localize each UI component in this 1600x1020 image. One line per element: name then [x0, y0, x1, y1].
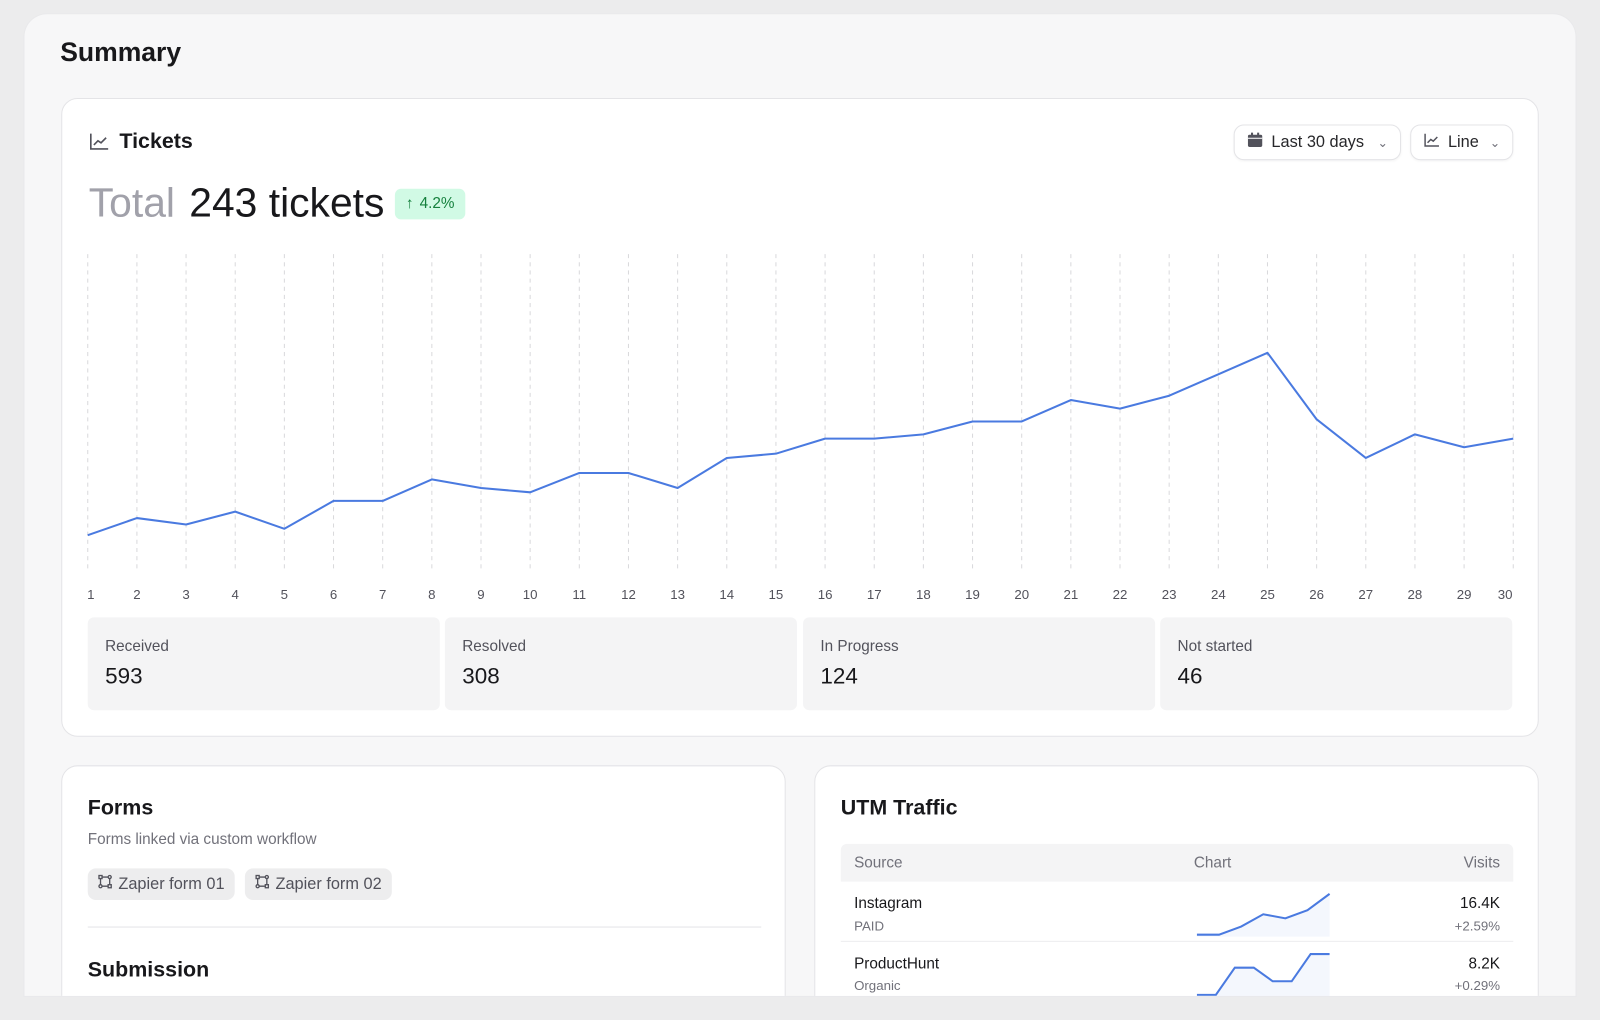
- x-tick-label: 1: [87, 587, 94, 602]
- line-chart-icon: [89, 133, 109, 156]
- x-tick-label: 26: [1309, 587, 1324, 602]
- x-tick-label: 4: [232, 587, 239, 602]
- stat-label: Received: [105, 637, 169, 656]
- utm-table-header: Source Chart Visits: [840, 843, 1514, 882]
- x-tick-label: 14: [719, 587, 734, 602]
- x-tick-label: 10: [523, 587, 538, 602]
- forms-title: Forms: [87, 795, 154, 820]
- x-tick-label: 6: [330, 587, 337, 602]
- x-tick-label: 22: [1113, 587, 1128, 602]
- x-tick-label: 30: [1498, 587, 1513, 602]
- x-tick-label: 23: [1162, 587, 1177, 602]
- change-badge: ↑ 4.2%: [394, 188, 466, 219]
- source-name: ProductHunt: [854, 955, 940, 973]
- visits-value: 8.2K: [1468, 955, 1500, 973]
- x-tick-label: 7: [379, 587, 386, 602]
- stat-value: 308: [462, 663, 500, 689]
- date-range-dropdown[interactable]: Last 30 days ⌄: [1233, 124, 1402, 161]
- x-tick-label: 27: [1358, 587, 1373, 602]
- table-row[interactable]: ProductHunt Organic 8.2K +0.29%: [841, 943, 1513, 996]
- dashboard-frame: Summary Tickets Total 243 tickets ↑ 4.2%…: [24, 14, 1576, 996]
- source-name: Instagram: [854, 894, 923, 913]
- stat-received: Received 593: [87, 617, 440, 711]
- column-source: Source: [854, 854, 903, 872]
- form-chip[interactable]: Zapier form 01: [87, 868, 235, 900]
- chevron-down-icon: ⌄: [1377, 135, 1388, 150]
- source-type: PAID: [854, 918, 885, 934]
- stat-label: In Progress: [820, 637, 899, 656]
- x-tick-label: 15: [769, 587, 784, 602]
- calendar-icon: [1247, 132, 1263, 153]
- visits-change: +0.29%: [1454, 977, 1500, 993]
- chart-type-dropdown[interactable]: Line ⌄: [1410, 124, 1514, 161]
- stat-label: Not started: [1177, 637, 1253, 656]
- x-tick-label: 2: [133, 587, 140, 602]
- sparkline: [1196, 893, 1331, 937]
- visits-change: +2.59%: [1454, 918, 1500, 934]
- x-tick-label: 19: [965, 587, 980, 602]
- x-tick-label: 17: [867, 587, 882, 602]
- form-chip[interactable]: Zapier form 02: [244, 868, 392, 900]
- x-tick-label: 24: [1211, 587, 1226, 602]
- utm-title: UTM Traffic: [840, 795, 958, 820]
- page-title: Summary: [60, 36, 182, 68]
- tickets-card: Tickets Total 243 tickets ↑ 4.2% Last 30…: [61, 97, 1539, 737]
- x-tick-label: 16: [818, 587, 833, 602]
- date-range-label: Last 30 days: [1271, 133, 1365, 151]
- stat-value: 593: [105, 663, 143, 689]
- form-chip-label: Zapier form 02: [275, 874, 382, 893]
- workflow-icon: [255, 874, 270, 893]
- stat-value: 46: [1177, 663, 1203, 689]
- x-tick-label: 5: [281, 587, 288, 602]
- x-tick-label: 8: [428, 587, 435, 602]
- table-row[interactable]: Instagram PAID 16.4K +2.59%: [840, 882, 1514, 942]
- stat-value: 124: [820, 663, 858, 689]
- visits-value: 16.4K: [1459, 894, 1500, 913]
- stat-in-progress: In Progress 124: [803, 617, 1156, 711]
- x-tick-label: 3: [182, 587, 189, 602]
- form-chip-label: Zapier form 01: [118, 874, 225, 893]
- x-tick-label: 13: [670, 587, 685, 602]
- tickets-line-chart: 1 2 3 4 5 6 7 8 9 10 11 12 13 14 15 16 17 18 19 20 21 22 23 24 2…: [87, 254, 1514, 602]
- chart-type-label: Line: [1447, 133, 1479, 151]
- total-label: Total: [88, 180, 175, 226]
- stat-resolved: Resolved 308: [444, 617, 797, 711]
- x-tick-label: 20: [1014, 587, 1029, 602]
- x-tick-label: 12: [621, 587, 636, 602]
- x-tick-label: 11: [572, 587, 586, 602]
- stat-not-started: Not started 46: [1160, 617, 1513, 711]
- x-tick-label: 9: [477, 587, 484, 602]
- sparkline-line: [1196, 893, 1331, 936]
- forms-subtitle: Forms linked via custom workflow: [87, 830, 317, 848]
- column-chart: Chart: [1193, 854, 1232, 872]
- column-visits: Visits: [1463, 854, 1500, 872]
- source-type: Organic: [854, 977, 901, 993]
- utm-card: UTM Traffic Source Chart Visits Instagra…: [814, 765, 1539, 996]
- submission-title: Submission: [87, 958, 210, 982]
- x-tick-label: 25: [1260, 587, 1275, 602]
- divider: [87, 926, 762, 928]
- sparkline-line: [1196, 953, 1330, 996]
- sparkline: [1196, 953, 1330, 996]
- x-tick-label: 21: [1063, 587, 1078, 602]
- workflow-icon: [98, 874, 112, 893]
- tickets-series-line: [87, 351, 1514, 537]
- arrow-up-icon: ↑: [405, 194, 414, 213]
- tickets-title: Tickets: [119, 129, 193, 154]
- chevron-down-icon: ⌄: [1489, 135, 1500, 150]
- forms-card: Forms Forms linked via custom workflow Z…: [61, 765, 786, 996]
- line-chart-icon: [1423, 132, 1439, 152]
- stat-label: Resolved: [462, 637, 527, 656]
- x-tick-label: 29: [1457, 587, 1472, 602]
- x-tick-label: 18: [916, 587, 931, 602]
- x-tick-label: 28: [1408, 587, 1423, 602]
- total-value: 243 tickets: [189, 180, 385, 226]
- change-value: 4.2%: [419, 194, 455, 213]
